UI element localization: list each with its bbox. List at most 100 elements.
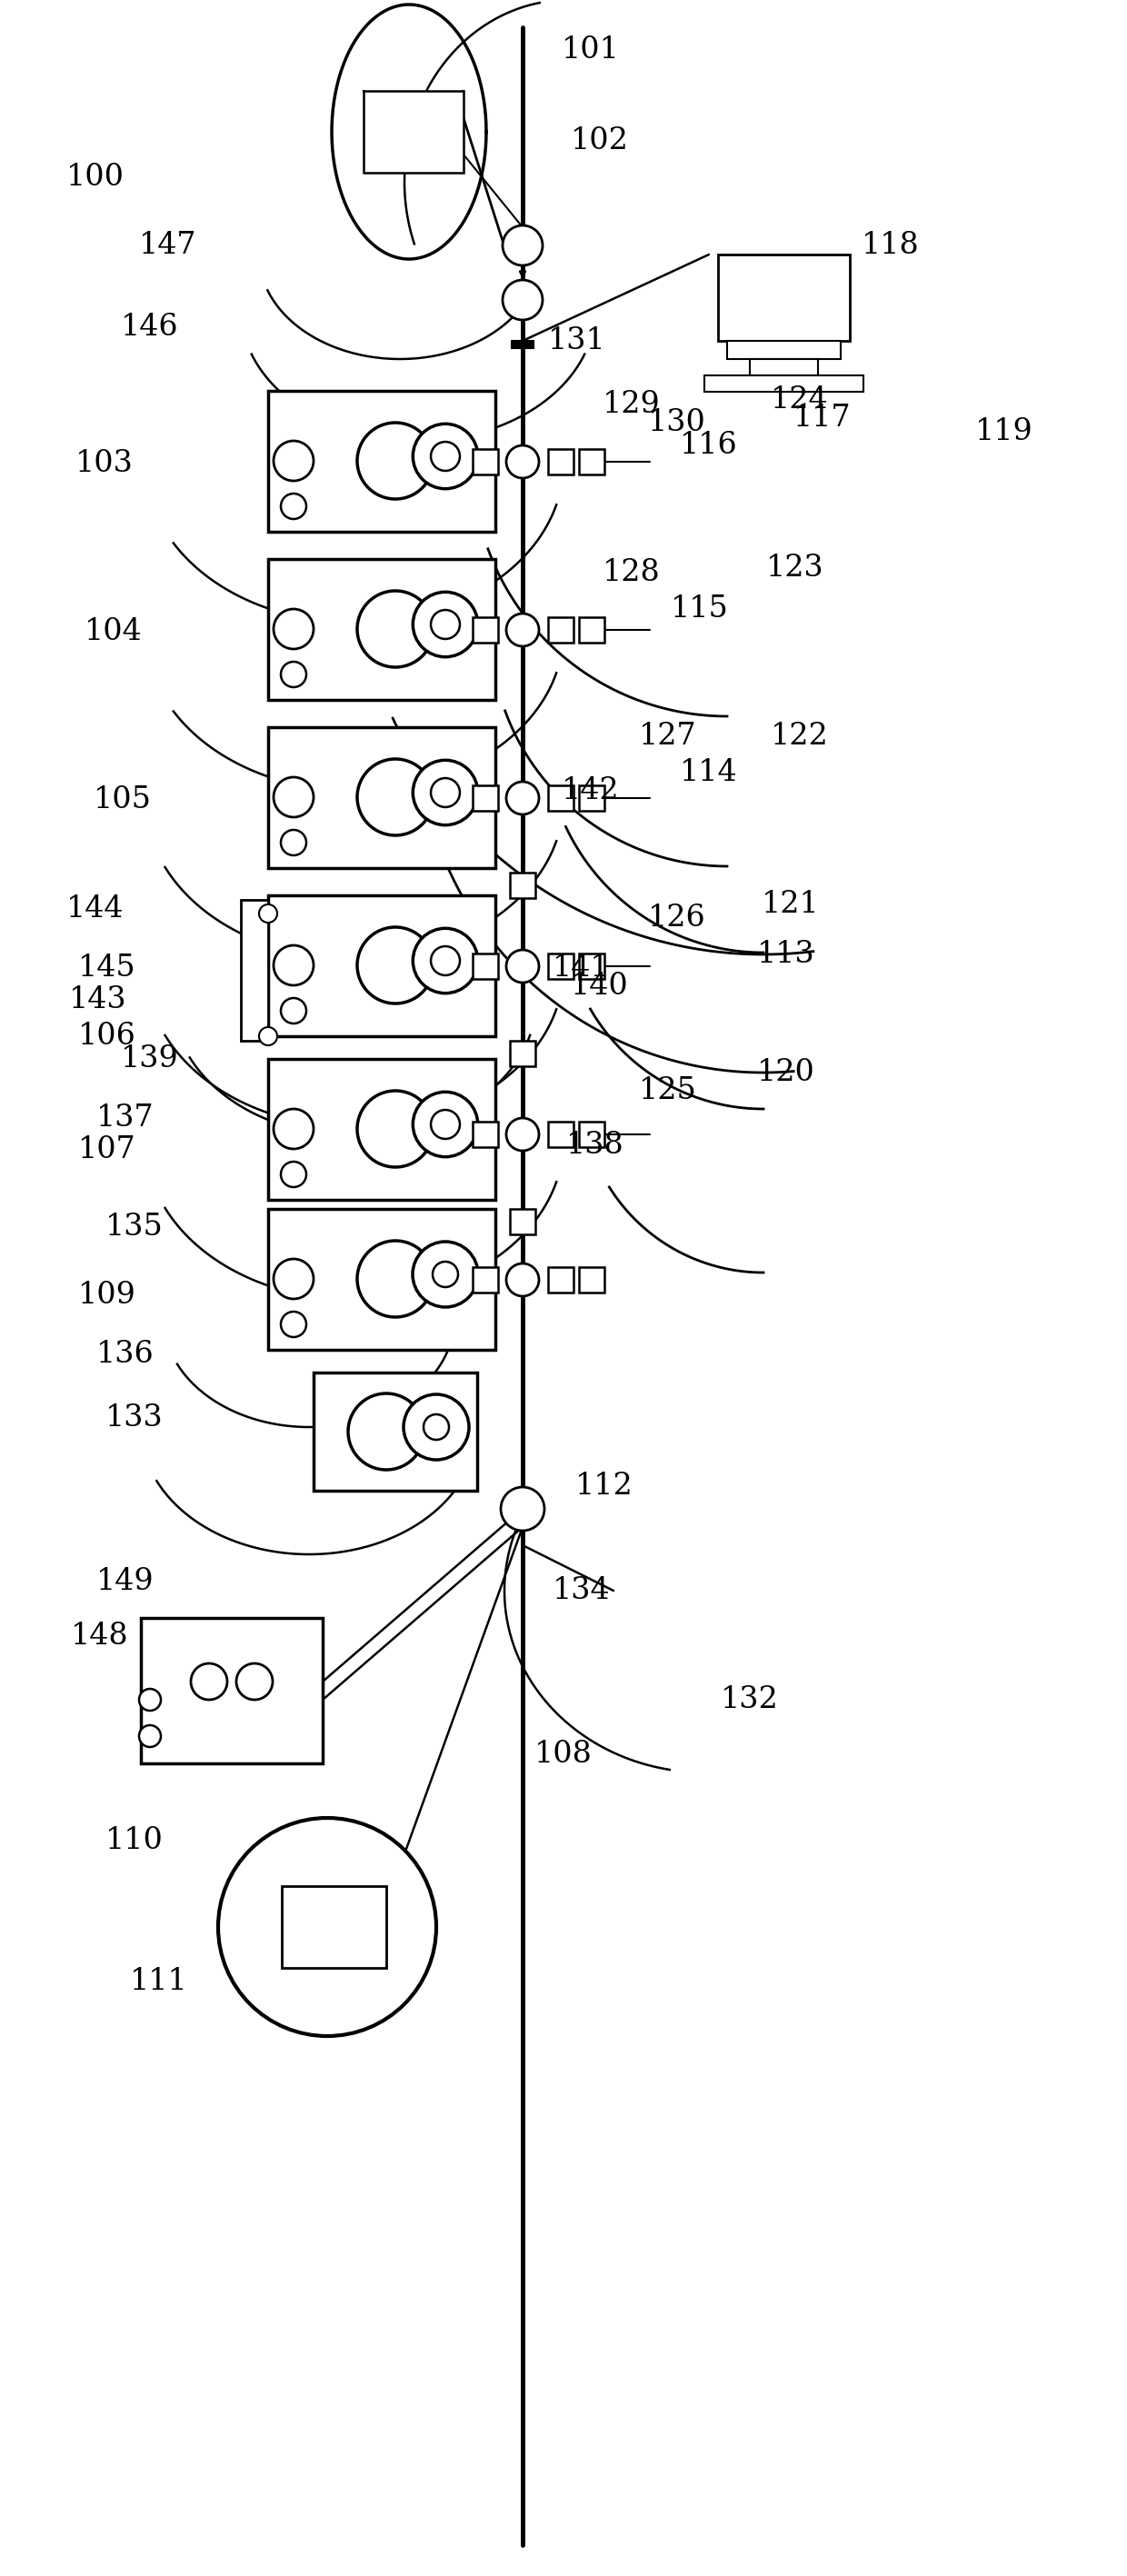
- Bar: [472, 786, 498, 811]
- Circle shape: [357, 1090, 434, 1167]
- Bar: [268, 726, 496, 868]
- Text: 121: 121: [762, 889, 819, 920]
- Text: 144: 144: [66, 894, 124, 925]
- Bar: [548, 618, 574, 641]
- Text: 100: 100: [66, 162, 124, 191]
- Text: 110: 110: [106, 1826, 163, 1855]
- Text: 119: 119: [975, 417, 1033, 446]
- Circle shape: [403, 1394, 469, 1461]
- Text: 122: 122: [771, 721, 828, 750]
- Circle shape: [357, 927, 434, 1005]
- Bar: [548, 1121, 574, 1146]
- Bar: [579, 618, 604, 641]
- Bar: [579, 953, 604, 979]
- Text: 140: 140: [571, 971, 629, 999]
- Text: 108: 108: [534, 1739, 593, 1770]
- Circle shape: [401, 134, 416, 149]
- Text: 137: 137: [97, 1103, 154, 1133]
- Text: 118: 118: [862, 232, 920, 260]
- Text: 125: 125: [639, 1077, 696, 1105]
- Circle shape: [412, 592, 478, 657]
- Circle shape: [431, 945, 460, 976]
- Bar: [472, 1267, 498, 1293]
- Circle shape: [274, 1108, 313, 1149]
- Bar: [548, 1267, 574, 1293]
- Bar: [727, 340, 841, 358]
- Circle shape: [259, 1028, 277, 1046]
- Bar: [749, 358, 818, 376]
- Text: 145: 145: [78, 953, 136, 981]
- Bar: [313, 1373, 477, 1492]
- Text: 111: 111: [130, 1968, 188, 1996]
- Text: 126: 126: [648, 904, 707, 933]
- Text: 146: 146: [121, 312, 179, 343]
- Text: 114: 114: [680, 757, 738, 788]
- Circle shape: [190, 1664, 228, 1700]
- Circle shape: [424, 1414, 449, 1440]
- Bar: [512, 340, 533, 348]
- Circle shape: [281, 1311, 307, 1337]
- Bar: [579, 1267, 604, 1293]
- Circle shape: [274, 778, 313, 817]
- Circle shape: [500, 1486, 544, 1530]
- Circle shape: [357, 1242, 434, 1316]
- Text: 113: 113: [757, 940, 815, 969]
- Text: 115: 115: [671, 595, 729, 623]
- Circle shape: [281, 662, 307, 688]
- Circle shape: [431, 1110, 460, 1139]
- Circle shape: [389, 121, 429, 160]
- Text: 116: 116: [680, 430, 738, 461]
- Bar: [268, 1208, 496, 1350]
- Text: 120: 120: [757, 1059, 815, 1087]
- Circle shape: [503, 227, 542, 265]
- Circle shape: [281, 997, 307, 1023]
- Bar: [579, 448, 604, 474]
- Bar: [472, 1121, 498, 1146]
- Bar: [268, 559, 496, 701]
- Circle shape: [259, 904, 277, 922]
- Bar: [241, 899, 268, 1041]
- Text: 106: 106: [78, 1023, 136, 1051]
- Text: 148: 148: [71, 1620, 128, 1651]
- Circle shape: [219, 1819, 436, 2035]
- Text: 143: 143: [69, 984, 127, 1015]
- Circle shape: [274, 945, 313, 984]
- Circle shape: [506, 1118, 539, 1151]
- Text: 112: 112: [576, 1471, 633, 1502]
- Text: 142: 142: [562, 775, 620, 806]
- Circle shape: [506, 781, 539, 814]
- Text: 101: 101: [561, 36, 620, 64]
- Circle shape: [412, 425, 478, 489]
- Text: 127: 127: [639, 721, 696, 750]
- Bar: [268, 392, 496, 531]
- Text: 124: 124: [771, 386, 828, 415]
- Bar: [509, 1208, 535, 1234]
- Text: 134: 134: [552, 1577, 611, 1605]
- Text: 139: 139: [121, 1043, 179, 1074]
- Circle shape: [237, 1664, 273, 1700]
- Bar: [718, 255, 850, 340]
- Bar: [268, 896, 496, 1036]
- Circle shape: [431, 443, 460, 471]
- Text: 149: 149: [97, 1566, 154, 1597]
- Circle shape: [274, 440, 313, 482]
- Text: 141: 141: [552, 953, 611, 981]
- Circle shape: [506, 1262, 539, 1296]
- Circle shape: [139, 1690, 161, 1710]
- Circle shape: [357, 590, 434, 667]
- Circle shape: [412, 1242, 478, 1306]
- Circle shape: [294, 1893, 360, 1960]
- Bar: [472, 448, 498, 474]
- Circle shape: [357, 760, 434, 835]
- Circle shape: [412, 760, 478, 824]
- Text: 128: 128: [603, 559, 660, 587]
- Circle shape: [314, 1914, 340, 1940]
- Text: 123: 123: [766, 554, 824, 582]
- Text: 130: 130: [648, 407, 707, 438]
- Circle shape: [139, 1726, 161, 1747]
- Bar: [548, 448, 574, 474]
- Bar: [472, 953, 498, 979]
- Bar: [548, 786, 574, 811]
- Circle shape: [281, 495, 307, 518]
- Text: 147: 147: [140, 232, 197, 260]
